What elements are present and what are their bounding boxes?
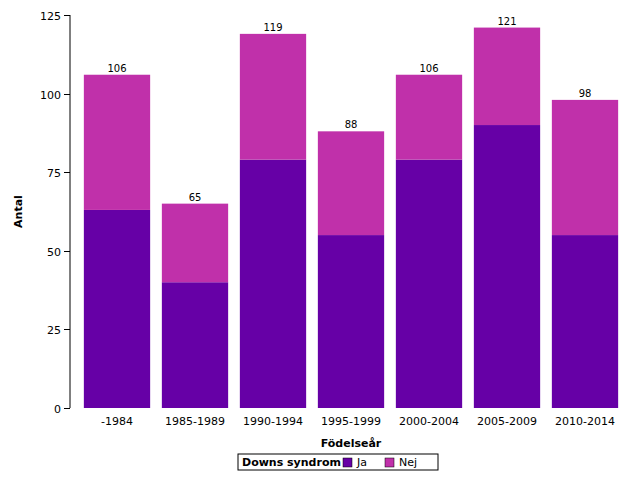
legend-label: Nej [399,456,417,469]
legend-box [238,454,438,470]
legend-swatch [343,458,352,467]
total-label: 98 [579,88,592,99]
y-tick [64,94,70,95]
y-tick-label: 25 [47,324,61,337]
x-tick-label: 1990-1994 [243,415,303,428]
legend-title: Downs syndrom [242,456,341,469]
total-label: 88 [345,119,358,130]
bar [474,28,540,125]
bars [84,28,618,408]
total-label: 121 [497,16,516,27]
y-tick [64,172,70,173]
y-tick [64,251,70,252]
bar [318,235,384,408]
bar [318,131,384,235]
bar [552,100,618,235]
y-tick-label: 75 [47,167,61,180]
y-tick-label: 0 [54,403,61,416]
y-tick-label: 50 [47,246,61,259]
total-label: 106 [419,63,438,74]
x-tick-label: 2000-2004 [399,415,459,428]
y-tick-label: 100 [40,89,61,102]
total-label: 65 [189,192,202,203]
bar [84,210,150,408]
total-label: 106 [107,63,126,74]
bar [396,160,462,408]
chart: 106 65 119 88 106 121 98 0 25 50 75 100 125 -1984 1985… [0,0,640,480]
bar [474,125,540,408]
x-tick-label: 1985-1989 [165,415,225,428]
bar [84,75,150,210]
x-tick-label: 2010-2014 [555,415,615,428]
bar [240,34,306,160]
legend-label: Ja [356,456,367,469]
y-axis-line [70,15,71,408]
x-tick-label: 1995-1999 [321,415,381,428]
bar [162,282,228,408]
x-axis-label: Födelseår [321,437,382,450]
bar [552,235,618,408]
legend-swatch [385,458,394,467]
total-label: 119 [263,22,282,33]
x-tick-label: -1984 [101,415,133,428]
x-tick-label: 2005-2009 [477,415,537,428]
y-tick-label: 125 [40,10,61,23]
y-axis-label: Antal [12,195,25,228]
y-tick [64,15,70,16]
bar [396,75,462,160]
bar [162,204,228,283]
y-tick [64,408,70,409]
bar [240,160,306,408]
y-tick [64,329,70,330]
legend: Downs syndrom Ja Nej [238,454,438,470]
